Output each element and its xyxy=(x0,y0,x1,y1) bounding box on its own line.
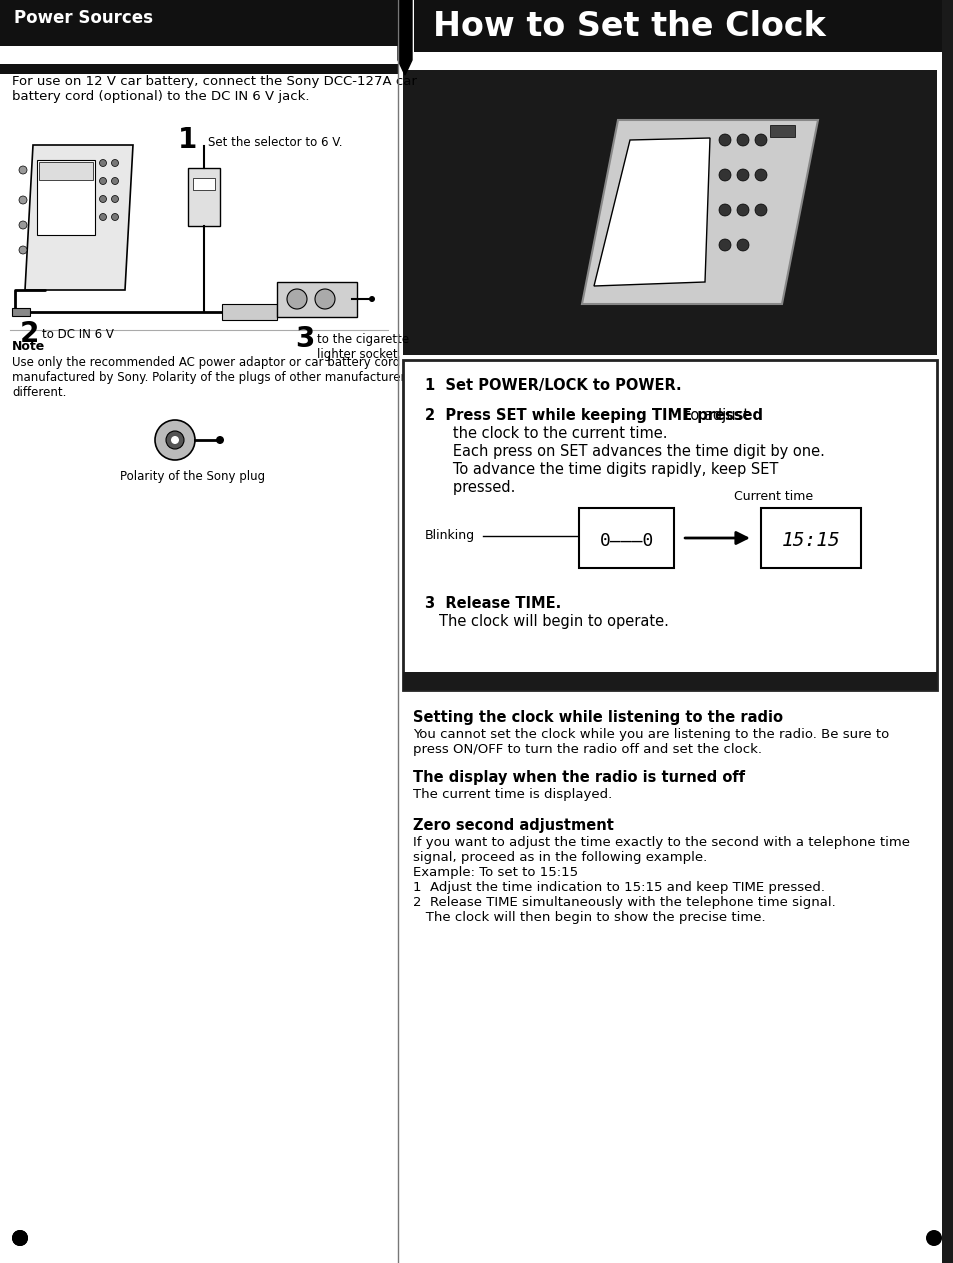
Text: To advance the time digits rapidly, keep SET: To advance the time digits rapidly, keep… xyxy=(438,462,778,477)
Circle shape xyxy=(112,213,118,221)
Text: 2  Release TIME simultaneously with the telephone time signal.: 2 Release TIME simultaneously with the t… xyxy=(413,895,835,909)
Circle shape xyxy=(112,196,118,202)
Circle shape xyxy=(99,178,107,184)
Text: 15:15: 15:15 xyxy=(781,532,840,551)
Circle shape xyxy=(737,239,748,251)
Text: Each press on SET advances the time digit by one.: Each press on SET advances the time digi… xyxy=(438,445,824,458)
Circle shape xyxy=(719,134,730,147)
Bar xyxy=(0,0,397,1263)
Text: Set the selector to 6 V.: Set the selector to 6 V. xyxy=(208,136,342,149)
Text: Setting the clock while listening to the radio: Setting the clock while listening to the… xyxy=(413,710,782,725)
Polygon shape xyxy=(25,145,132,290)
Bar xyxy=(414,0,941,52)
Text: Current time: Current time xyxy=(733,490,812,503)
Text: Example: To set to 15:15: Example: To set to 15:15 xyxy=(413,866,578,879)
Text: 3: 3 xyxy=(294,325,314,352)
Circle shape xyxy=(19,165,27,174)
Text: The current time is displayed.: The current time is displayed. xyxy=(413,788,612,801)
Text: Power Sources: Power Sources xyxy=(14,9,152,27)
Circle shape xyxy=(112,178,118,184)
Circle shape xyxy=(19,196,27,205)
Text: Note: Note xyxy=(12,340,45,352)
Circle shape xyxy=(19,246,27,254)
Text: to DC IN 6 V: to DC IN 6 V xyxy=(42,328,113,341)
Circle shape xyxy=(19,221,27,229)
Circle shape xyxy=(166,431,184,450)
Circle shape xyxy=(737,169,748,181)
Bar xyxy=(188,168,220,226)
Bar xyxy=(276,282,356,317)
Text: You cannot set the clock while you are listening to the radio. Be sure to
press : You cannot set the clock while you are l… xyxy=(413,727,888,757)
Circle shape xyxy=(99,159,107,167)
Polygon shape xyxy=(594,138,709,285)
Bar xyxy=(0,0,397,1263)
Text: 1  Set POWER/LOCK to POWER.: 1 Set POWER/LOCK to POWER. xyxy=(424,378,680,393)
Text: 3  Release TIME.: 3 Release TIME. xyxy=(424,596,560,611)
Text: Blinking: Blinking xyxy=(424,529,475,543)
Bar xyxy=(37,160,95,235)
Circle shape xyxy=(719,169,730,181)
Polygon shape xyxy=(581,120,817,304)
Bar xyxy=(39,162,92,181)
Circle shape xyxy=(369,296,375,302)
Circle shape xyxy=(215,436,224,445)
Polygon shape xyxy=(397,0,412,75)
Bar xyxy=(402,672,936,690)
Circle shape xyxy=(287,289,307,309)
Circle shape xyxy=(314,289,335,309)
Bar xyxy=(402,360,936,690)
Bar xyxy=(760,508,860,568)
Circle shape xyxy=(112,159,118,167)
Circle shape xyxy=(754,134,766,147)
Text: 2: 2 xyxy=(20,320,39,349)
Text: 1: 1 xyxy=(178,126,197,154)
Bar xyxy=(12,308,30,316)
Text: How to Set the Clock: How to Set the Clock xyxy=(433,10,825,43)
Text: The clock will then begin to show the precise time.: The clock will then begin to show the pr… xyxy=(413,911,765,925)
Circle shape xyxy=(12,1230,28,1247)
Circle shape xyxy=(99,213,107,221)
Bar xyxy=(397,0,953,1263)
Text: Zero second adjustment: Zero second adjustment xyxy=(413,818,613,834)
Text: to the cigarette
lighter socket: to the cigarette lighter socket xyxy=(316,333,409,361)
Circle shape xyxy=(737,134,748,147)
Text: the clock to the current time.: the clock to the current time. xyxy=(438,426,667,441)
Bar xyxy=(0,0,397,45)
Text: 0̶̶̶0: 0̶̶̶0 xyxy=(598,532,653,549)
Circle shape xyxy=(719,239,730,251)
Bar xyxy=(193,178,214,189)
Bar xyxy=(402,69,936,355)
Circle shape xyxy=(719,205,730,216)
Circle shape xyxy=(925,1230,941,1247)
Circle shape xyxy=(12,1230,28,1247)
Text: pressed.: pressed. xyxy=(438,480,515,495)
Circle shape xyxy=(754,205,766,216)
Circle shape xyxy=(737,205,748,216)
Bar xyxy=(578,508,674,568)
Bar xyxy=(222,304,276,320)
Text: 1  Adjust the time indication to 15:15 and keep TIME pressed.: 1 Adjust the time indication to 15:15 an… xyxy=(413,882,824,894)
Circle shape xyxy=(754,169,766,181)
Text: to adjust: to adjust xyxy=(679,408,748,423)
Text: For use on 12 V car battery, connect the Sony DCC-127A car
battery cord (optiona: For use on 12 V car battery, connect the… xyxy=(12,75,416,104)
Text: If you want to adjust the time exactly to the second with a telephone time: If you want to adjust the time exactly t… xyxy=(413,836,909,849)
Bar xyxy=(397,0,953,1263)
Text: The display when the radio is turned off: The display when the radio is turned off xyxy=(413,770,744,786)
Text: Polarity of the Sony plug: Polarity of the Sony plug xyxy=(120,470,265,482)
Text: Use only the recommended AC power adaptor or car battery cord
manufactured by So: Use only the recommended AC power adapto… xyxy=(12,356,459,399)
Bar xyxy=(769,125,794,136)
Bar xyxy=(941,0,953,1263)
Circle shape xyxy=(99,196,107,202)
Circle shape xyxy=(154,421,194,460)
Text: The clock will begin to operate.: The clock will begin to operate. xyxy=(438,614,668,629)
Text: signal, proceed as in the following example.: signal, proceed as in the following exam… xyxy=(413,851,706,864)
Bar xyxy=(0,64,397,75)
Circle shape xyxy=(171,436,179,445)
Text: 2  Press SET while keeping TIME pressed: 2 Press SET while keeping TIME pressed xyxy=(424,408,762,423)
